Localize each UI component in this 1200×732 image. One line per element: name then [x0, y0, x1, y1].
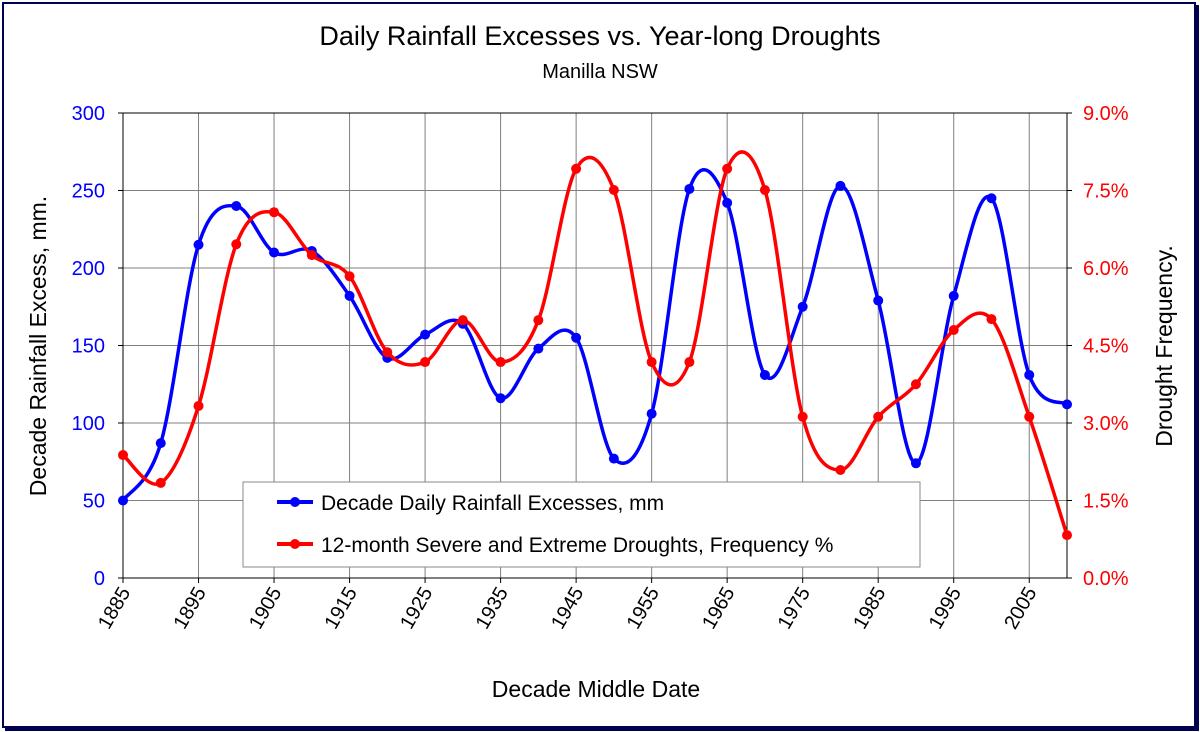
- x-tick-label: 2005: [1000, 584, 1041, 634]
- y-right-tick-label: 7.5%: [1083, 181, 1129, 203]
- data-point-rainfall: [797, 301, 808, 312]
- data-point-drought: [306, 250, 317, 261]
- y-right-tick-label: 4.5%: [1083, 336, 1129, 358]
- y-right-tick-label: 9.0%: [1083, 103, 1129, 125]
- data-point-drought: [608, 184, 619, 195]
- y-left-tick-label: 300: [72, 103, 105, 125]
- data-point-rainfall: [193, 239, 204, 250]
- data-point-drought: [684, 357, 695, 368]
- data-point-rainfall: [269, 247, 280, 258]
- data-point-drought: [155, 477, 166, 488]
- data-point-rainfall: [646, 408, 657, 419]
- x-tick-label: 1935: [472, 584, 513, 634]
- y-left-tick-label: 250: [72, 181, 105, 203]
- y-axis-right-label: Drought Frequency.: [1151, 245, 1177, 447]
- x-tick-label: 1985: [849, 584, 890, 634]
- data-point-drought: [948, 325, 959, 335]
- data-point-drought: [269, 207, 280, 218]
- data-point-rainfall: [722, 197, 733, 208]
- x-tick-label: 1925: [396, 584, 437, 634]
- y-right-tick-label: 3.0%: [1083, 413, 1129, 435]
- y-right-tick-label: 6.0%: [1083, 258, 1129, 280]
- data-point-rainfall: [759, 369, 770, 380]
- data-point-rainfall: [231, 201, 242, 211]
- data-point-rainfall: [533, 343, 544, 354]
- data-point-rainfall: [1062, 399, 1072, 410]
- data-point-drought: [910, 379, 921, 390]
- data-point-drought: [344, 271, 355, 282]
- data-point-rainfall: [495, 393, 506, 404]
- chart-title: Daily Rainfall Excesses vs. Year-long Dr…: [319, 21, 880, 51]
- legend-label-drought: 12-month Severe and Extreme Droughts, Fr…: [321, 534, 833, 557]
- data-point-rainfall: [684, 183, 695, 194]
- y-left-tick-label: 150: [72, 336, 105, 358]
- x-tick-label: 1895: [170, 584, 211, 634]
- legend-marker-rainfall: [290, 497, 300, 507]
- x-tick-label: 1965: [698, 584, 739, 634]
- legend-marker-drought: [290, 539, 300, 549]
- data-point-drought: [382, 347, 393, 358]
- data-point-drought: [1024, 411, 1035, 422]
- data-point-drought: [420, 357, 431, 368]
- data-point-rainfall: [571, 332, 582, 343]
- data-point-drought: [571, 163, 582, 174]
- x-tick-label: 1975: [774, 584, 815, 634]
- data-point-drought: [457, 315, 468, 326]
- y-right-tick-label: 1.5%: [1083, 491, 1129, 513]
- data-point-rainfall: [608, 453, 619, 464]
- data-point-rainfall: [344, 290, 355, 301]
- x-tick-label: 1955: [623, 584, 664, 634]
- data-point-rainfall: [1024, 369, 1035, 380]
- data-point-drought: [118, 450, 128, 461]
- data-point-drought: [1062, 530, 1072, 541]
- data-point-drought: [722, 163, 733, 174]
- x-axis-label: Decade Middle Date: [492, 676, 700, 702]
- legend-box: [242, 481, 921, 568]
- data-point-drought: [759, 184, 770, 195]
- y-left-tick-label: 200: [72, 258, 105, 280]
- data-point-rainfall: [873, 295, 884, 306]
- data-point-drought: [797, 411, 808, 422]
- x-tick-label: 1995: [925, 584, 966, 634]
- x-tick-label: 1915: [321, 584, 362, 634]
- y-right-tick-label: 0.0%: [1083, 568, 1129, 590]
- series-line-drought: [121, 150, 1069, 536]
- legend: Decade Daily Rainfall Excesses, mm 12-mo…: [242, 481, 921, 568]
- data-point-drought: [533, 315, 544, 326]
- data-point-drought: [495, 357, 506, 368]
- data-point-drought: [873, 411, 884, 422]
- data-point-drought: [986, 314, 997, 325]
- data-point-rainfall: [948, 290, 959, 301]
- data-point-rainfall: [118, 495, 128, 506]
- legend-label-rainfall: Decade Daily Rainfall Excesses, mm: [321, 492, 664, 515]
- data-point-rainfall: [155, 438, 166, 449]
- chart-subtitle: Manilla NSW: [542, 61, 658, 83]
- x-tick-label: 1905: [245, 584, 286, 634]
- data-point-rainfall: [835, 180, 846, 191]
- data-point-rainfall: [420, 329, 431, 340]
- series-line-rainfall: [121, 168, 1069, 502]
- y-axis-left-label: Decade Rainfall Excess, mm.: [25, 196, 51, 496]
- data-point-drought: [835, 465, 846, 476]
- data-point-drought: [646, 357, 657, 368]
- y-left-tick-label: 0: [94, 568, 105, 590]
- data-point-rainfall: [910, 458, 921, 469]
- y-left-tick-label: 50: [83, 491, 105, 513]
- x-tick-label: 1945: [547, 584, 588, 634]
- data-point-rainfall: [986, 193, 997, 204]
- y-left-tick-label: 100: [72, 413, 105, 435]
- x-tick-label: 1885: [94, 584, 135, 634]
- data-point-drought: [193, 400, 204, 411]
- data-point-drought: [231, 239, 242, 250]
